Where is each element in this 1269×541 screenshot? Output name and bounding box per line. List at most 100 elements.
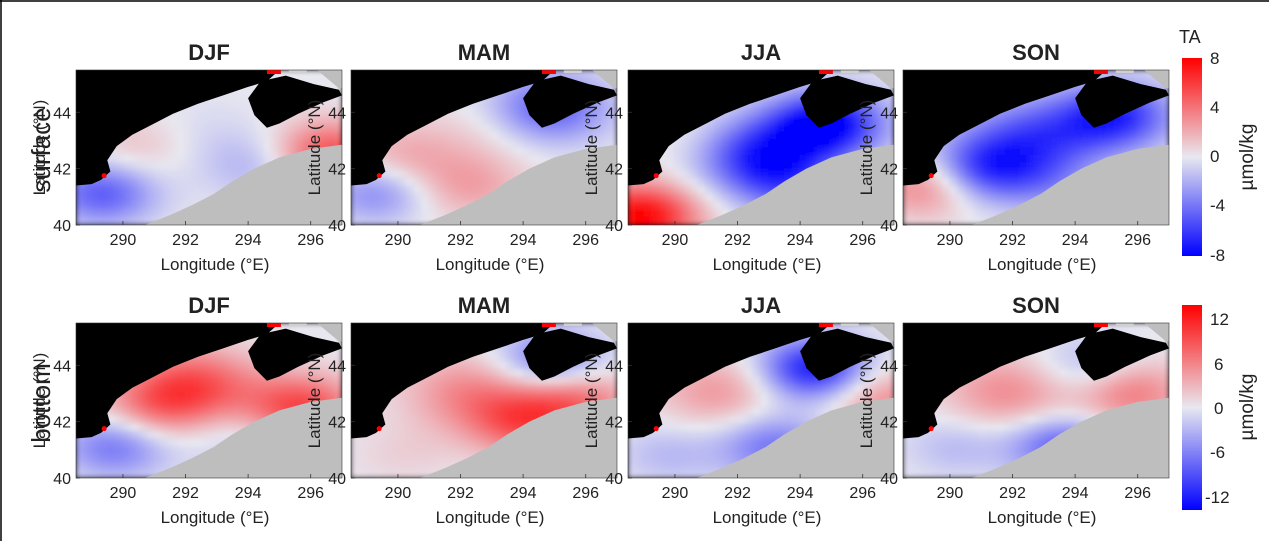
map-panel-bottom-son: SON 290 292 294 296 40 42 44 Longitude (°E) Latit…	[857, 293, 1170, 527]
colorbar-bottom-tick-0: 0	[1214, 399, 1223, 418]
land-nova-scotia	[1075, 328, 1169, 381]
no-data-northeast	[317, 70, 342, 89]
x-tick-label: 296	[297, 232, 324, 249]
x-axis-label: Longitude (°E)	[988, 255, 1097, 274]
y-tick-label: 44	[605, 358, 623, 375]
coastal-feature	[563, 70, 582, 73]
x-axis-label: Longitude (°E)	[436, 508, 545, 527]
x-axis-label: Longitude (°E)	[161, 508, 270, 527]
y-tick-label: 44	[328, 105, 346, 122]
colorbar-bottom-tick-neg6: -6	[1210, 443, 1225, 462]
land-mainland	[351, 323, 555, 439]
land-mainland	[76, 323, 280, 439]
x-tick-label: 290	[937, 232, 964, 249]
coastal-feature	[840, 70, 859, 73]
y-tick-label: 40	[605, 218, 623, 235]
x-tick-label: 290	[385, 485, 412, 502]
y-tick-label: 42	[880, 415, 898, 432]
colorbar-bottom-unit: µmol/kg	[1237, 374, 1258, 441]
x-axis-label: Longitude (°E)	[988, 508, 1097, 527]
x-axis-label: Longitude (°E)	[161, 255, 270, 274]
y-tick-label: 42	[53, 162, 71, 179]
no-data-region	[696, 144, 894, 225]
x-tick-label: 294	[235, 485, 262, 502]
colorbar-surface-unit: µmol/kg	[1237, 124, 1258, 191]
y-tick-label: 44	[328, 358, 346, 375]
coastal-feature	[928, 426, 934, 432]
coastal-feature	[376, 173, 382, 179]
no-data-northeast	[869, 323, 894, 342]
panel-title: SON	[1012, 293, 1060, 318]
no-data-northeast	[1144, 70, 1169, 89]
colorbar-surface-tick-0: 0	[1210, 147, 1219, 166]
panel-frame	[627, 69, 895, 226]
x-tick-label: 296	[849, 485, 876, 502]
y-axis-label: Latitude (°N)	[305, 100, 324, 196]
colorbar-surface-tick-neg4: -4	[1210, 196, 1225, 215]
land-mainland	[903, 323, 1107, 439]
map-panel-bottom-mam: MAM 290 292 294 296 40 42 44 Longitude (°E) Latit…	[305, 293, 618, 527]
no-data-region	[419, 144, 617, 225]
no-data-northeast	[869, 70, 894, 89]
x-tick-label: 290	[110, 485, 137, 502]
x-tick-label: 294	[1062, 232, 1089, 249]
no-data-region	[144, 144, 342, 225]
no-data-northeast	[592, 323, 617, 342]
coastal-feature	[541, 323, 556, 327]
no-data-region	[144, 397, 342, 478]
panel-title: JJA	[741, 40, 781, 65]
x-axis-label: Longitude (°E)	[713, 255, 822, 274]
y-tick-label: 42	[880, 162, 898, 179]
land-mainland	[76, 70, 280, 186]
no-data-northeast	[1144, 323, 1169, 342]
coastal-feature	[266, 70, 281, 74]
x-tick-label: 292	[172, 232, 199, 249]
no-data-northeast	[592, 70, 617, 89]
y-tick-label: 40	[328, 471, 346, 488]
row-label-surface: surface	[26, 107, 56, 192]
coastal-feature	[1115, 323, 1134, 326]
x-tick-label: 292	[999, 485, 1026, 502]
x-tick-label: 290	[385, 232, 412, 249]
y-tick-label: 40	[880, 218, 898, 235]
coastal-feature	[1093, 70, 1108, 74]
y-tick-label: 42	[328, 162, 346, 179]
panel-frame	[902, 322, 1170, 479]
y-axis-label: Latitude (°N)	[857, 353, 876, 449]
x-tick-label: 294	[510, 232, 537, 249]
x-tick-label: 292	[724, 232, 751, 249]
land-nova-scotia	[523, 328, 617, 381]
x-axis-label: Longitude (°E)	[436, 255, 545, 274]
coastal-feature	[541, 70, 556, 74]
panel-title: MAM	[458, 40, 511, 65]
map-panel-surface-mam: MAM 290 292 294 296 40 42 44 Longitude (°E) Latit…	[305, 40, 618, 274]
x-tick-label: 292	[999, 232, 1026, 249]
x-tick-label: 290	[937, 485, 964, 502]
panel-frame	[902, 69, 1170, 226]
land-nova-scotia	[523, 75, 617, 128]
colorbar-bottom-tick-12: 12	[1210, 310, 1229, 329]
map-panel-surface-son: SON 290 292 294 296 40 42 44 Longitude (°E) Latit…	[857, 40, 1170, 274]
y-tick-label: 40	[328, 218, 346, 235]
no-data-region	[971, 144, 1169, 225]
x-tick-label: 296	[1124, 485, 1151, 502]
x-tick-label: 296	[572, 485, 599, 502]
coastal-feature	[928, 173, 934, 179]
y-tick-label: 44	[53, 358, 71, 375]
x-tick-label: 296	[849, 232, 876, 249]
colorbar-bottom-tick-neg12: -12	[1205, 488, 1230, 507]
x-tick-label: 292	[447, 232, 474, 249]
panel-frame	[75, 69, 343, 226]
y-tick-label: 44	[880, 105, 898, 122]
coastal-feature	[818, 323, 833, 327]
coastal-feature	[653, 173, 659, 179]
panel-title: DJF	[188, 293, 230, 318]
y-tick-label: 42	[328, 415, 346, 432]
y-tick-label: 40	[880, 471, 898, 488]
panel-title: DJF	[188, 40, 230, 65]
